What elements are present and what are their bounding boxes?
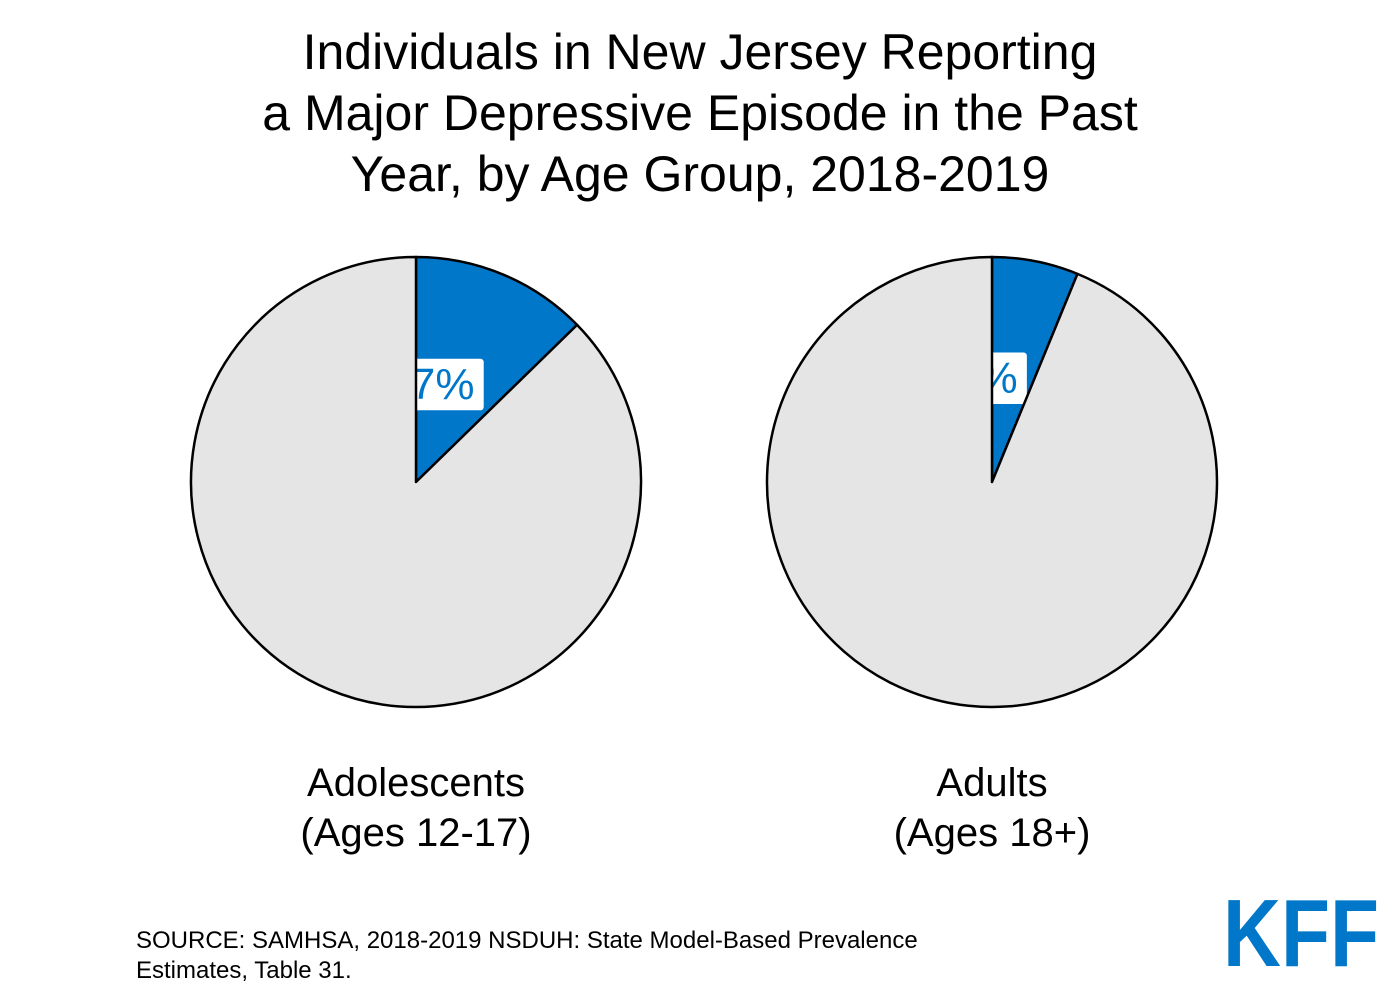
source-line-1: SOURCE: SAMHSA, 2018-2019 NSDUH: State M… xyxy=(136,927,918,954)
pie-chart-0: 12.7% xyxy=(189,255,643,709)
source-line-2: Estimates, Table 31. xyxy=(136,957,352,984)
chart-title-line-3: Year, by Age Group, 2018-2019 xyxy=(350,146,1050,202)
chart-title-line-1: Individuals in New Jersey Reporting xyxy=(302,24,1098,80)
chart-title-line-2: a Major Depressive Episode in the Past xyxy=(262,85,1138,141)
pie-chart-1: 6.2% xyxy=(765,255,1219,709)
pie-category-line-2: (Ages 18+) xyxy=(893,811,1091,855)
chart-title: Individuals in New Jersey Reporting a Ma… xyxy=(0,22,1400,205)
pie-category-line-1: Adults xyxy=(936,761,1048,805)
kff-logo-icon: KFF xyxy=(1223,896,1379,968)
pie-category-adults: Adults (Ages 18+) xyxy=(782,758,1202,858)
pie-category-line-2: (Ages 12-17) xyxy=(300,811,532,855)
pie-slice xyxy=(414,255,579,484)
pie-category-adolescents: Adolescents (Ages 12-17) xyxy=(206,758,626,858)
pie-category-line-1: Adolescents xyxy=(307,761,525,805)
pie-slice xyxy=(189,255,643,709)
kff-logo-text: KFF xyxy=(1223,896,1379,968)
source-note: SOURCE: SAMHSA, 2018-2019 NSDUH: State M… xyxy=(136,926,1136,986)
pie-slice xyxy=(765,255,1219,709)
